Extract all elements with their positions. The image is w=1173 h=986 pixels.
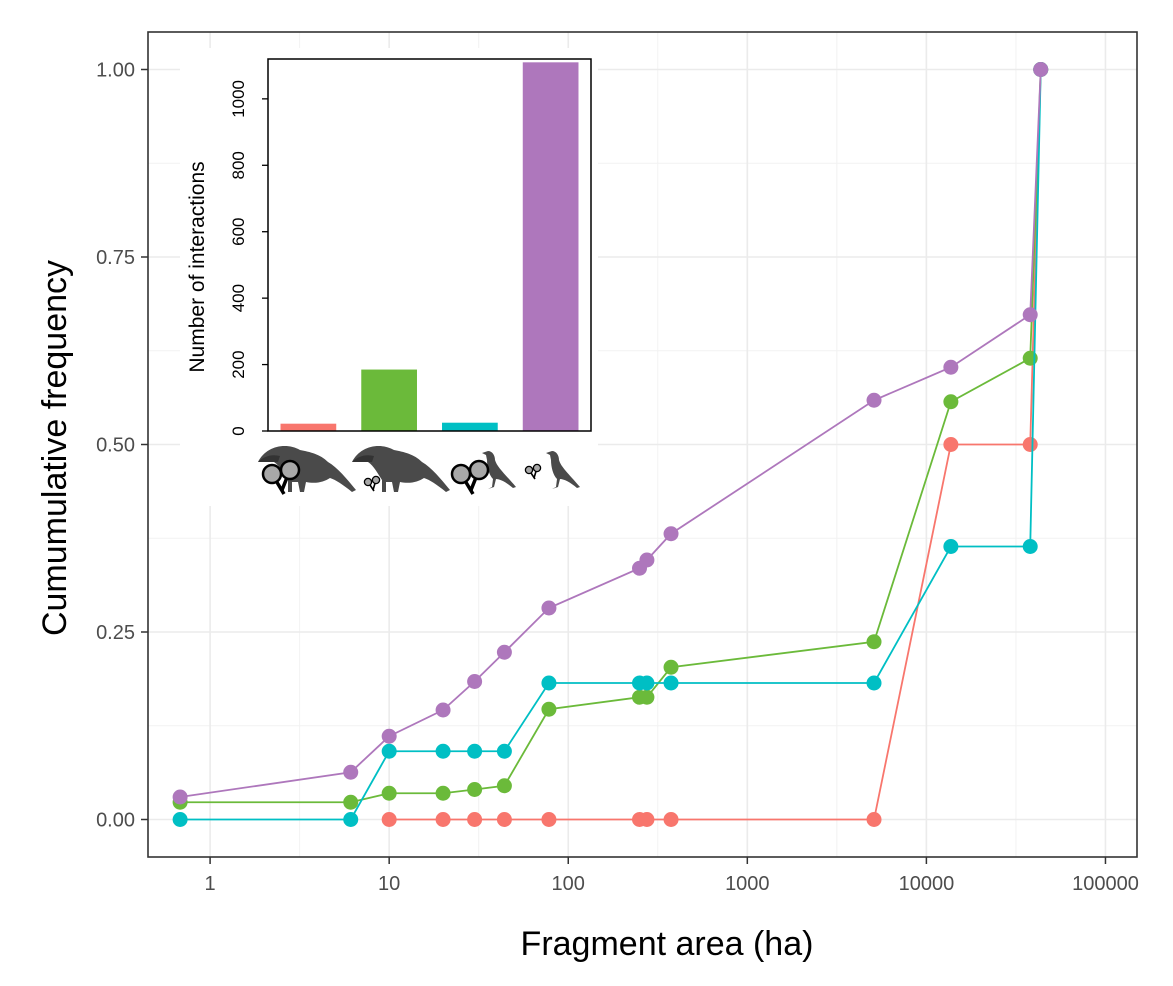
inset-y-ticks: 0 200 400 600 800 1000	[229, 80, 268, 436]
data-point	[496, 644, 512, 660]
data-point	[1033, 62, 1049, 77]
data-point	[1022, 539, 1038, 554]
data-point	[467, 674, 483, 689]
data-point	[381, 785, 397, 801]
data-point	[381, 728, 397, 744]
y-tick-label: 0.25	[96, 622, 135, 644]
data-point	[866, 392, 882, 408]
data-point	[496, 743, 512, 759]
inset-panel-border	[267, 58, 592, 432]
data-point	[467, 743, 483, 759]
data-point	[943, 539, 959, 554]
data-point	[866, 812, 882, 827]
data-point	[639, 812, 655, 827]
series-3	[172, 62, 1049, 827]
data-point	[172, 789, 188, 805]
data-point	[541, 812, 557, 827]
x-tick-label: 100	[552, 873, 585, 895]
data-point	[435, 785, 451, 801]
inset-bars	[280, 62, 579, 431]
data-point	[435, 702, 451, 718]
series-line	[179, 69, 1042, 798]
x-axis-title: Fragment area (ha)	[521, 925, 814, 963]
data-point	[435, 812, 451, 827]
data-point	[866, 675, 882, 691]
data-point	[663, 675, 679, 691]
data-point	[639, 689, 655, 705]
inset-y-tick-label: 200	[229, 350, 248, 378]
inset-y-tick-label: 400	[229, 284, 248, 312]
data-point	[1022, 350, 1038, 366]
data-point	[496, 812, 512, 827]
inset-y-axis-title: Number of interactions	[186, 161, 209, 372]
data-point	[541, 600, 557, 616]
inset-bar	[280, 423, 337, 431]
data-point	[1022, 437, 1038, 452]
inset-bar	[361, 369, 417, 431]
data-point	[541, 675, 557, 691]
inset-chart: 0 200 400 600 800 1000 Number of interactions	[180, 48, 598, 506]
data-point	[639, 675, 655, 691]
data-point	[381, 743, 397, 759]
data-point	[1022, 307, 1038, 323]
data-point	[343, 794, 359, 810]
data-point	[943, 437, 959, 452]
data-point	[381, 812, 397, 827]
data-point	[663, 526, 679, 542]
series-line	[180, 69, 1042, 804]
x-axis-ticks: 1 10 100 1000 10000 100000	[205, 857, 1139, 895]
x-tick-label: 100000	[1072, 873, 1139, 895]
data-point	[467, 782, 483, 797]
data-point	[866, 634, 882, 650]
y-axis-ticks: 0.00 0.25 0.50 0.75 1.00	[96, 60, 148, 832]
data-point	[343, 812, 359, 827]
y-tick-label: 0.00	[96, 810, 135, 832]
data-point	[943, 359, 959, 375]
inset-y-tick-label: 1000	[229, 80, 248, 118]
series-4	[172, 62, 1049, 805]
data-point	[663, 812, 679, 827]
data-point	[943, 394, 959, 410]
data-point	[172, 812, 188, 827]
y-tick-label: 1.00	[96, 60, 135, 82]
series-layer	[172, 62, 1049, 827]
y-axis-title: Cumumulative frequency	[36, 260, 74, 636]
inset-bar	[522, 62, 579, 431]
inset-y-tick-label: 600	[229, 218, 248, 246]
data-point	[663, 659, 679, 675]
x-tick-label: 10	[378, 873, 400, 895]
data-point	[435, 743, 451, 759]
series-1	[381, 62, 1049, 827]
inset-y-tick-label: 800	[229, 151, 248, 179]
data-point	[467, 812, 483, 827]
series-line	[180, 69, 1042, 821]
x-tick-label: 1000	[725, 873, 770, 895]
data-point	[541, 701, 557, 717]
inset-y-tick-label: 0	[229, 426, 248, 435]
data-point	[343, 764, 359, 780]
data-point	[639, 552, 655, 568]
inset-bar	[442, 422, 498, 431]
x-tick-label: 10000	[899, 873, 955, 895]
y-tick-label: 0.50	[96, 435, 135, 457]
data-point	[496, 778, 512, 794]
x-tick-label: 1	[205, 873, 216, 895]
y-tick-label: 0.75	[96, 247, 135, 269]
